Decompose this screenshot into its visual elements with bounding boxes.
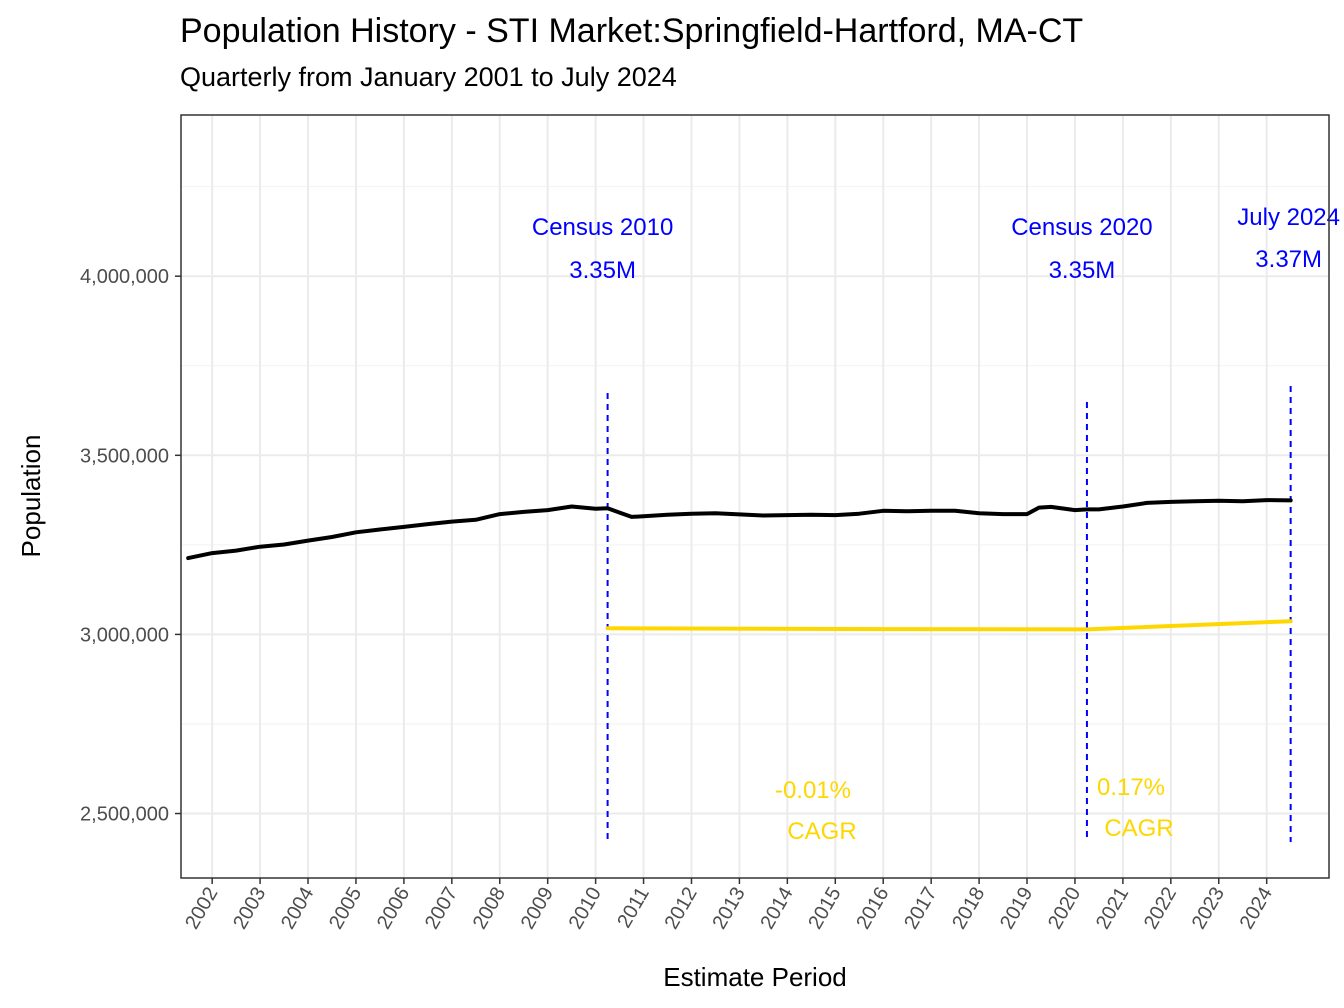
reference-label: July 2024: [1237, 204, 1340, 231]
chart-title: Population History - STI Market:Springfi…: [180, 12, 1084, 50]
cagr-line: [605, 619, 1293, 632]
reference-value-label: 3.35M: [569, 257, 636, 284]
x-tick-label: 2002: [181, 884, 222, 934]
x-tick-label: 2024: [1236, 884, 1277, 934]
annotations: Census 2010 3.35M Census 2020 3.35M July 202…: [532, 204, 1340, 845]
y-tick-label: 3,000,000: [80, 624, 169, 646]
cagr-label: CAGR: [1104, 815, 1173, 842]
population-line: [186, 498, 1293, 561]
x-tick-label: 2008: [469, 884, 510, 934]
y-axis-title: Population: [16, 435, 46, 558]
x-tick-label: 2005: [325, 884, 366, 934]
cagr-label: CAGR: [787, 818, 856, 845]
reference-label: Census 2020: [1011, 214, 1152, 241]
y-tick-label: 2,500,000: [80, 804, 169, 826]
x-tick-label: 2015: [804, 884, 845, 934]
x-axis-title: Estimate Period: [663, 962, 847, 992]
x-tick-label: 2021: [1092, 884, 1133, 934]
x-tick-label: 2022: [1140, 884, 1181, 934]
x-tick-label: 2017: [900, 884, 941, 934]
x-tick-label: 2016: [852, 884, 893, 934]
series-layer: [186, 498, 1293, 632]
chart-subtitle: Quarterly from January 2001 to July 2024: [180, 62, 677, 92]
reference-value-label: 3.37M: [1255, 246, 1322, 273]
x-tick-label: 2019: [996, 884, 1037, 934]
x-tick-label: 2014: [756, 884, 797, 934]
y-axis: 2,500,000 3,000,000 3,500,000 4,000,000: [80, 266, 181, 826]
x-tick-label: 2018: [948, 883, 989, 933]
y-tick-label: 3,500,000: [80, 445, 169, 467]
grid-minor: [181, 186, 1329, 725]
x-tick-label: 2020: [1044, 884, 1085, 934]
x-tick-label: 2013: [708, 884, 749, 934]
x-tick-label: 2003: [229, 884, 270, 934]
grid-major: [181, 115, 1329, 878]
panel-border: [180, 114, 1330, 879]
reference-lines: [606, 386, 1292, 842]
x-tick-label: 2023: [1188, 884, 1229, 934]
reference-value-label: 3.35M: [1049, 257, 1116, 284]
x-tick-label: 2009: [517, 884, 558, 934]
y-tick-label: 4,000,000: [80, 266, 169, 288]
x-tick-label: 2004: [277, 884, 318, 934]
cagr-rate-label: 0.17%: [1097, 774, 1165, 801]
x-tick-label: 2006: [373, 884, 414, 934]
cagr-rate-label: -0.01%: [775, 777, 851, 804]
x-tick-label: 2011: [613, 884, 654, 932]
x-tick-label: 2010: [565, 884, 606, 934]
x-tick-label: 2012: [661, 884, 702, 934]
x-axis: 2002 2003 2004 2005 2006 2007 2008 2009 2010 2011…: [181, 878, 1277, 933]
x-tick-label: 2007: [421, 884, 462, 934]
reference-label: Census 2010: [532, 214, 673, 241]
